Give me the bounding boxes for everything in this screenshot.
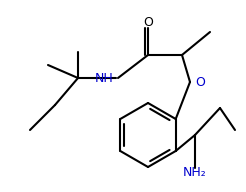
- Text: NH₂: NH₂: [183, 166, 207, 179]
- Text: NH: NH: [94, 71, 113, 84]
- Text: O: O: [143, 17, 153, 30]
- Text: O: O: [195, 75, 205, 89]
